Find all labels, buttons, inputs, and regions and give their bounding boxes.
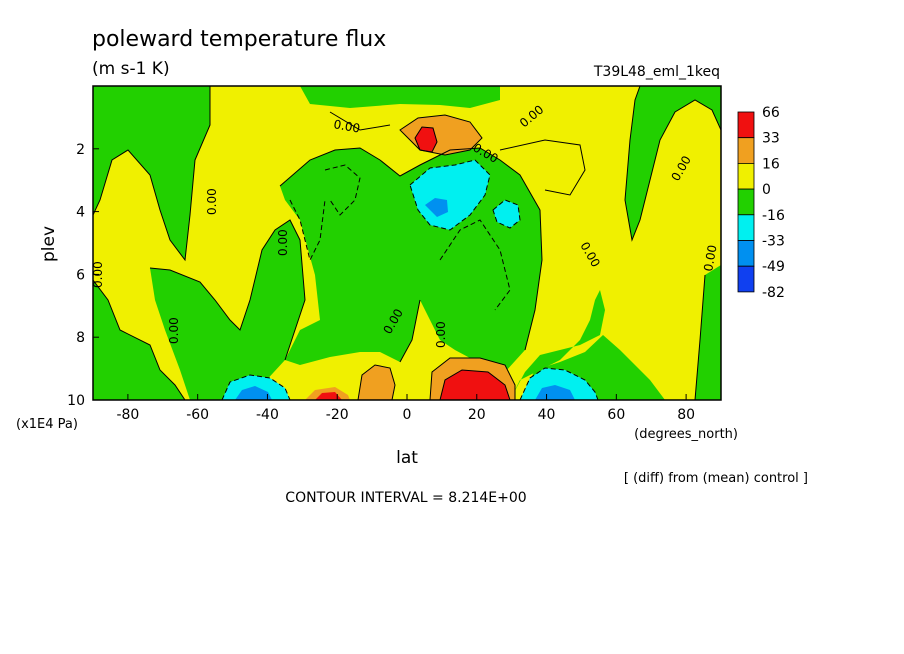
x-tick-label: -80 [116, 407, 139, 423]
colorbar-label: -33 [762, 234, 785, 250]
chart-units: (m s-1 K) [92, 59, 170, 79]
run-label: T39L48_eml_1keq [593, 64, 720, 80]
y-axis: 2 4 6 8 10 [67, 142, 99, 409]
colorbar-swatch [737, 162, 755, 190]
colorbar-swatch [737, 188, 755, 216]
colorbar-swatch [737, 214, 755, 241]
y-tick-label: 4 [76, 205, 85, 221]
x-axis-label: lat [396, 448, 418, 468]
y-tick-label: 6 [76, 267, 85, 283]
cyan-nh-small [493, 200, 520, 228]
x-tick-label: 40 [538, 407, 556, 423]
region-top-strip [300, 86, 500, 108]
colorbar-label: -16 [762, 208, 785, 224]
colorbar-swatch [737, 240, 755, 267]
colorbar-swatch [737, 265, 755, 293]
red-sh-lower [315, 392, 342, 400]
x-axis-units: (degrees_north) [634, 427, 738, 442]
colorbar-label: 16 [762, 156, 780, 172]
contour-label: 0.00 [276, 229, 290, 256]
contour-label: 0.00 [434, 321, 448, 348]
region-nh-polar [695, 265, 721, 400]
x-axis: -80 -60 -40 -20 0 20 40 60 80 [116, 394, 695, 423]
colorbar-label: 0 [762, 182, 771, 198]
red-upper-jet [415, 127, 437, 152]
colorbar-label: -82 [762, 285, 785, 301]
red-nh-lower [440, 370, 510, 400]
dashed-contour-lines [221, 159, 599, 400]
x-tick-label: 80 [677, 407, 695, 423]
contour-label: 0.00 [167, 317, 181, 344]
region-sh-high [93, 86, 210, 260]
y-tick-label: 8 [76, 330, 85, 346]
cyan-tropical-upper [410, 160, 490, 230]
x-tick-label: 60 [607, 407, 625, 423]
x-tick-label: 20 [468, 407, 486, 423]
orange-sh-lower [358, 365, 395, 400]
chart-title: poleward temperature flux [92, 27, 386, 52]
blue-tropical [425, 198, 448, 217]
colorbar-label: 33 [762, 131, 780, 147]
cyan-nh-bottom [520, 368, 598, 400]
blue-nh-bottom [535, 385, 575, 400]
plot-area: 0.00 0.00 0.00 0.00 0.00 0.00 0.00 0.00 … [93, 86, 721, 400]
cyan-regions [222, 160, 598, 400]
colorbar-swatch [737, 111, 755, 139]
colorbar-swatch [737, 137, 755, 164]
blue-regions [235, 198, 575, 400]
y-axis-units: (x1E4 Pa) [16, 417, 78, 432]
y-tick-label: 2 [76, 142, 85, 158]
contour-label: 0.00 [332, 117, 361, 135]
x-tick-label: -40 [256, 407, 279, 423]
region-sh-mid [150, 220, 305, 400]
blue-sh-bottom [235, 386, 272, 400]
x-tick-label: -60 [186, 407, 209, 423]
contour-label: 0.00 [701, 244, 719, 273]
x-tick-label: -20 [326, 407, 349, 423]
contour-lines [93, 86, 721, 400]
colorbar-label: -49 [762, 259, 785, 275]
contour-label: 0.00 [205, 188, 219, 215]
y-tick-label: 10 [67, 393, 85, 409]
red-regions [315, 127, 510, 400]
colorbar-label: 66 [762, 105, 780, 121]
x-tick-label: 0 [403, 407, 412, 423]
footnote: [ (diff) from (mean) control ] [624, 471, 808, 486]
contour-interval: CONTOUR INTERVAL = 8.214E+00 [285, 490, 526, 506]
colorbar: 66 33 16 0 -16 -33 -49 -82 [737, 105, 785, 301]
y-axis-label: plev [39, 226, 59, 262]
region-nh-high [625, 86, 721, 240]
